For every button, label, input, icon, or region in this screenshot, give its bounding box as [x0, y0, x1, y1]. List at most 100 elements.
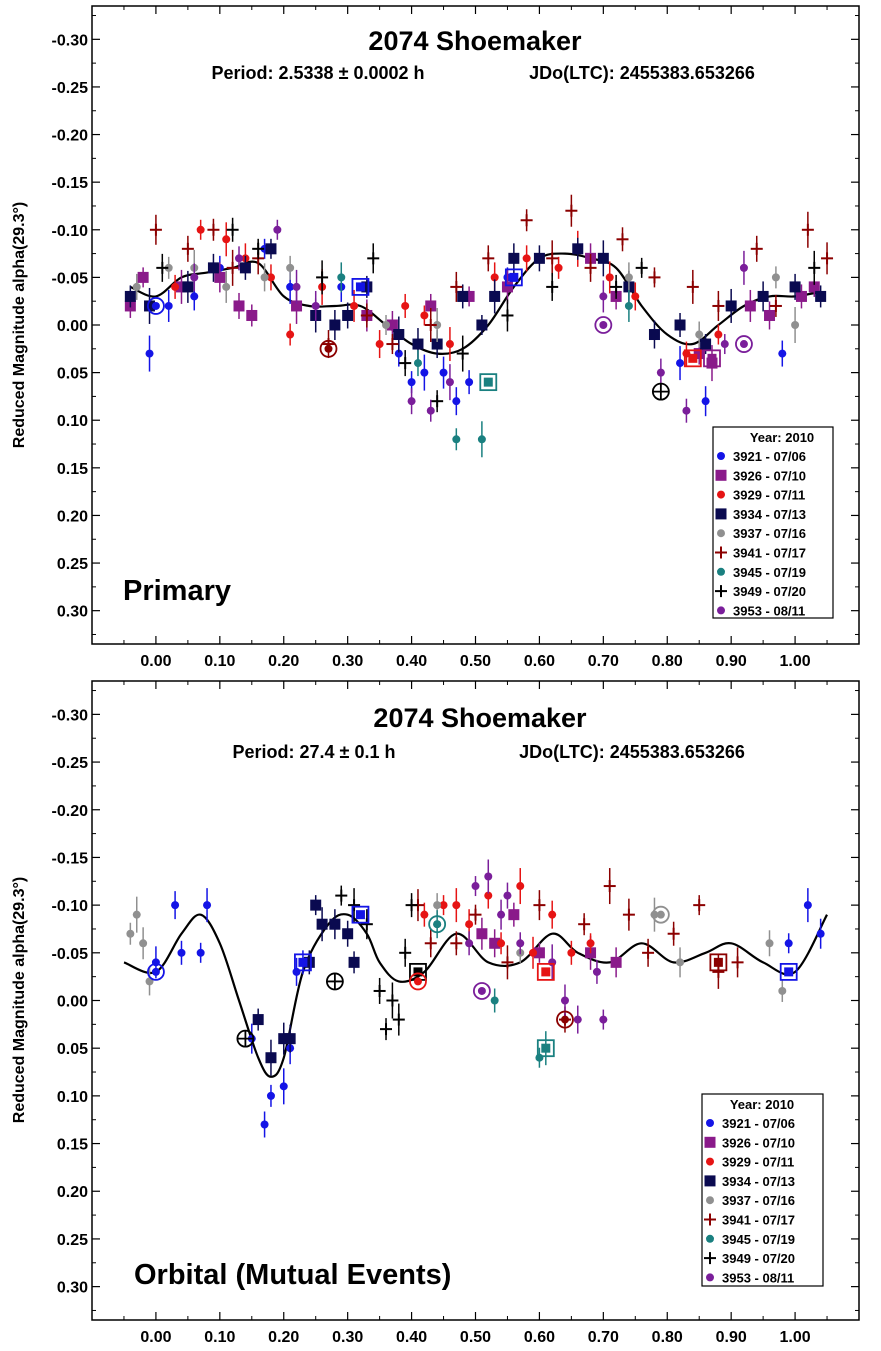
data-point	[286, 263, 295, 272]
data-point	[342, 928, 354, 940]
data-point	[731, 956, 744, 969]
data-point	[149, 223, 162, 236]
data-point	[701, 397, 710, 406]
data-point	[420, 910, 429, 919]
data-point	[311, 301, 320, 310]
data-point	[648, 271, 661, 284]
highlighted-point	[536, 1039, 555, 1058]
x-tick-label: 0.90	[716, 653, 747, 670]
data-point	[497, 939, 506, 948]
data-point	[207, 223, 220, 236]
epoch-label: JDo(LTC): 2455383.653266	[519, 742, 745, 762]
x-tick-label: 0.00	[140, 653, 171, 670]
legend-entry: 3953 - 08/11	[733, 603, 805, 618]
legend-title: Year: 2010	[750, 430, 814, 445]
legend-entry: 3921 - 07/06	[733, 449, 806, 464]
data-point	[676, 359, 685, 368]
data-point	[214, 271, 226, 283]
highlighted-point	[504, 268, 523, 287]
data-point	[405, 899, 418, 912]
legend-entry: 3949 - 07/20	[733, 584, 806, 599]
highlighted-point	[594, 316, 613, 334]
highlighted-point	[294, 953, 312, 972]
data-point	[546, 252, 559, 265]
chart-title: 2074 Shoemaker	[373, 703, 587, 733]
data-point	[584, 261, 597, 274]
highlighted-point	[409, 972, 427, 991]
data-point	[177, 948, 186, 957]
data-point	[477, 435, 486, 444]
y-tick-label: 0.00	[57, 318, 88, 335]
data-point	[137, 271, 149, 283]
data-point	[350, 301, 359, 310]
data-point	[394, 349, 403, 358]
data-point	[508, 252, 520, 264]
data-point	[771, 273, 780, 282]
data-point	[291, 300, 303, 312]
y-tick-label: 0.10	[57, 413, 88, 430]
x-tick-label: 0.30	[332, 653, 363, 670]
data-point	[348, 899, 361, 912]
chart-title: 2074 Shoemaker	[368, 26, 582, 56]
data-point	[412, 338, 424, 350]
data-point	[667, 927, 680, 940]
data-point	[808, 281, 820, 293]
highlighted-point	[236, 1029, 255, 1048]
x-tick-label: 0.00	[140, 1329, 171, 1346]
highlighted-point	[147, 962, 165, 981]
data-point	[439, 368, 448, 377]
data-point	[489, 937, 501, 949]
data-point	[465, 920, 474, 929]
data-point	[284, 1033, 296, 1045]
data-point	[764, 309, 776, 321]
data-point	[286, 282, 295, 291]
data-point	[246, 309, 258, 321]
data-point	[452, 901, 461, 910]
data-point	[375, 340, 384, 349]
data-point	[360, 309, 373, 322]
data-point	[286, 330, 295, 339]
data-point	[156, 261, 169, 274]
data-point	[815, 290, 827, 302]
x-tick-label: 1.00	[780, 1329, 811, 1346]
data-point	[490, 273, 499, 282]
fit-curve	[123, 913, 828, 1078]
legend-marker	[704, 1252, 716, 1265]
data-point	[407, 397, 416, 406]
y-tick-label: -0.15	[52, 175, 89, 192]
y-tick-label: 0.25	[57, 556, 88, 573]
data-point	[535, 1053, 544, 1062]
data-point	[360, 918, 373, 931]
data-point	[260, 1120, 269, 1129]
highlighted-point	[536, 962, 555, 981]
data-point	[725, 300, 737, 312]
data-point	[226, 261, 239, 274]
highlighted-point	[319, 339, 338, 358]
data-point	[610, 280, 623, 293]
data-point	[522, 254, 531, 263]
data-point	[425, 300, 437, 312]
data-point	[164, 263, 173, 272]
data-point	[424, 937, 437, 950]
x-tick-label: 0.50	[460, 653, 491, 670]
data-point	[316, 918, 328, 930]
data-point	[266, 1091, 275, 1100]
data-point	[190, 273, 199, 282]
epoch-label: JDo(LTC): 2455383.653266	[529, 63, 755, 83]
highlighted-point	[735, 335, 753, 353]
data-point	[706, 357, 718, 369]
legend-box	[701, 1093, 824, 1287]
data-point	[329, 918, 341, 930]
data-point	[367, 252, 380, 265]
y-tick-label: -0.25	[52, 755, 89, 772]
highlighted-point	[351, 905, 370, 924]
y-tick-label: -0.10	[52, 223, 89, 240]
x-tick-label: 0.40	[396, 1329, 427, 1346]
data-point	[431, 338, 443, 350]
data-point	[784, 939, 793, 948]
data-point	[567, 948, 576, 957]
y-tick-label: -0.20	[52, 128, 89, 145]
data-point	[463, 290, 475, 302]
y-tick-label: -0.30	[52, 707, 89, 724]
legend-title: Year: 2010	[730, 1097, 794, 1112]
